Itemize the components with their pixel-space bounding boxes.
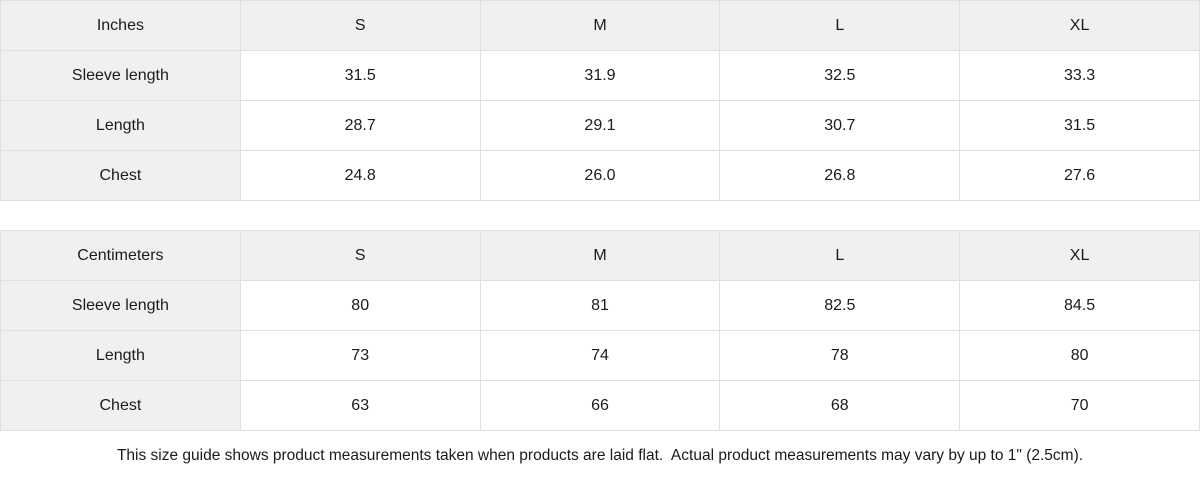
value-cell: 30.7 <box>719 100 961 151</box>
value-cell: 80 <box>959 330 1200 381</box>
row-label-cell: Length <box>0 330 241 381</box>
centimeters-unit-label-cell: Centimeters <box>0 230 241 281</box>
inches-header-cell-xl: XL <box>959 0 1200 51</box>
inches-row-length: Length 28.7 29.1 30.7 31.5 <box>0 100 1200 151</box>
value-cell: 63 <box>239 380 481 431</box>
value-cell: 80 <box>239 280 481 331</box>
value-cell: 27.6 <box>959 150 1200 201</box>
value-cell: 70 <box>959 380 1200 431</box>
table-gap <box>0 201 1200 230</box>
value-cell: 33.3 <box>959 50 1200 101</box>
row-label-cell: Length <box>0 100 241 151</box>
value-cell: 31.5 <box>959 100 1200 151</box>
value-cell: 31.9 <box>479 50 721 101</box>
centimeters-row-length: Length 73 74 78 80 <box>0 330 1200 381</box>
centimeters-header-cell-xl: XL <box>959 230 1200 281</box>
measurement-disclaimer: This size guide shows product measuremen… <box>0 431 1200 480</box>
inches-header-cell-l: L <box>719 0 961 51</box>
centimeters-header-cell-m: M <box>479 230 721 281</box>
value-cell: 82.5 <box>719 280 961 331</box>
inches-header-cell-m: M <box>479 0 721 51</box>
value-cell: 68 <box>719 380 961 431</box>
value-cell: 78 <box>719 330 961 381</box>
value-cell: 74 <box>479 330 721 381</box>
centimeters-header-cell-s: S <box>239 230 481 281</box>
inches-row-sleeve-length: Sleeve length 31.5 31.9 32.5 33.3 <box>0 50 1200 101</box>
value-cell: 26.8 <box>719 150 961 201</box>
value-cell: 31.5 <box>239 50 481 101</box>
row-label-cell: Sleeve length <box>0 50 241 101</box>
centimeters-row-chest: Chest 63 66 68 70 <box>0 380 1200 431</box>
value-cell: 84.5 <box>959 280 1200 331</box>
value-cell: 29.1 <box>479 100 721 151</box>
value-cell: 73 <box>239 330 481 381</box>
inches-header-row: Inches S M L XL <box>0 0 1200 51</box>
inches-unit-label-cell: Inches <box>0 0 241 51</box>
value-cell: 24.8 <box>239 150 481 201</box>
row-label-cell: Sleeve length <box>0 280 241 331</box>
centimeters-header-cell-l: L <box>719 230 961 281</box>
centimeters-header-row: Centimeters S M L XL <box>0 230 1200 281</box>
value-cell: 81 <box>479 280 721 331</box>
value-cell: 26.0 <box>479 150 721 201</box>
value-cell: 32.5 <box>719 50 961 101</box>
value-cell: 66 <box>479 380 721 431</box>
inches-table: Inches S M L XL Sleeve length 31.5 31.9 … <box>0 0 1200 201</box>
inches-row-chest: Chest 24.8 26.0 26.8 27.6 <box>0 150 1200 201</box>
row-label-cell: Chest <box>0 150 241 201</box>
centimeters-row-sleeve-length: Sleeve length 80 81 82.5 84.5 <box>0 280 1200 331</box>
value-cell: 28.7 <box>239 100 481 151</box>
row-label-cell: Chest <box>0 380 241 431</box>
inches-header-cell-s: S <box>239 0 481 51</box>
centimeters-table: Centimeters S M L XL Sleeve length 80 81… <box>0 230 1200 431</box>
